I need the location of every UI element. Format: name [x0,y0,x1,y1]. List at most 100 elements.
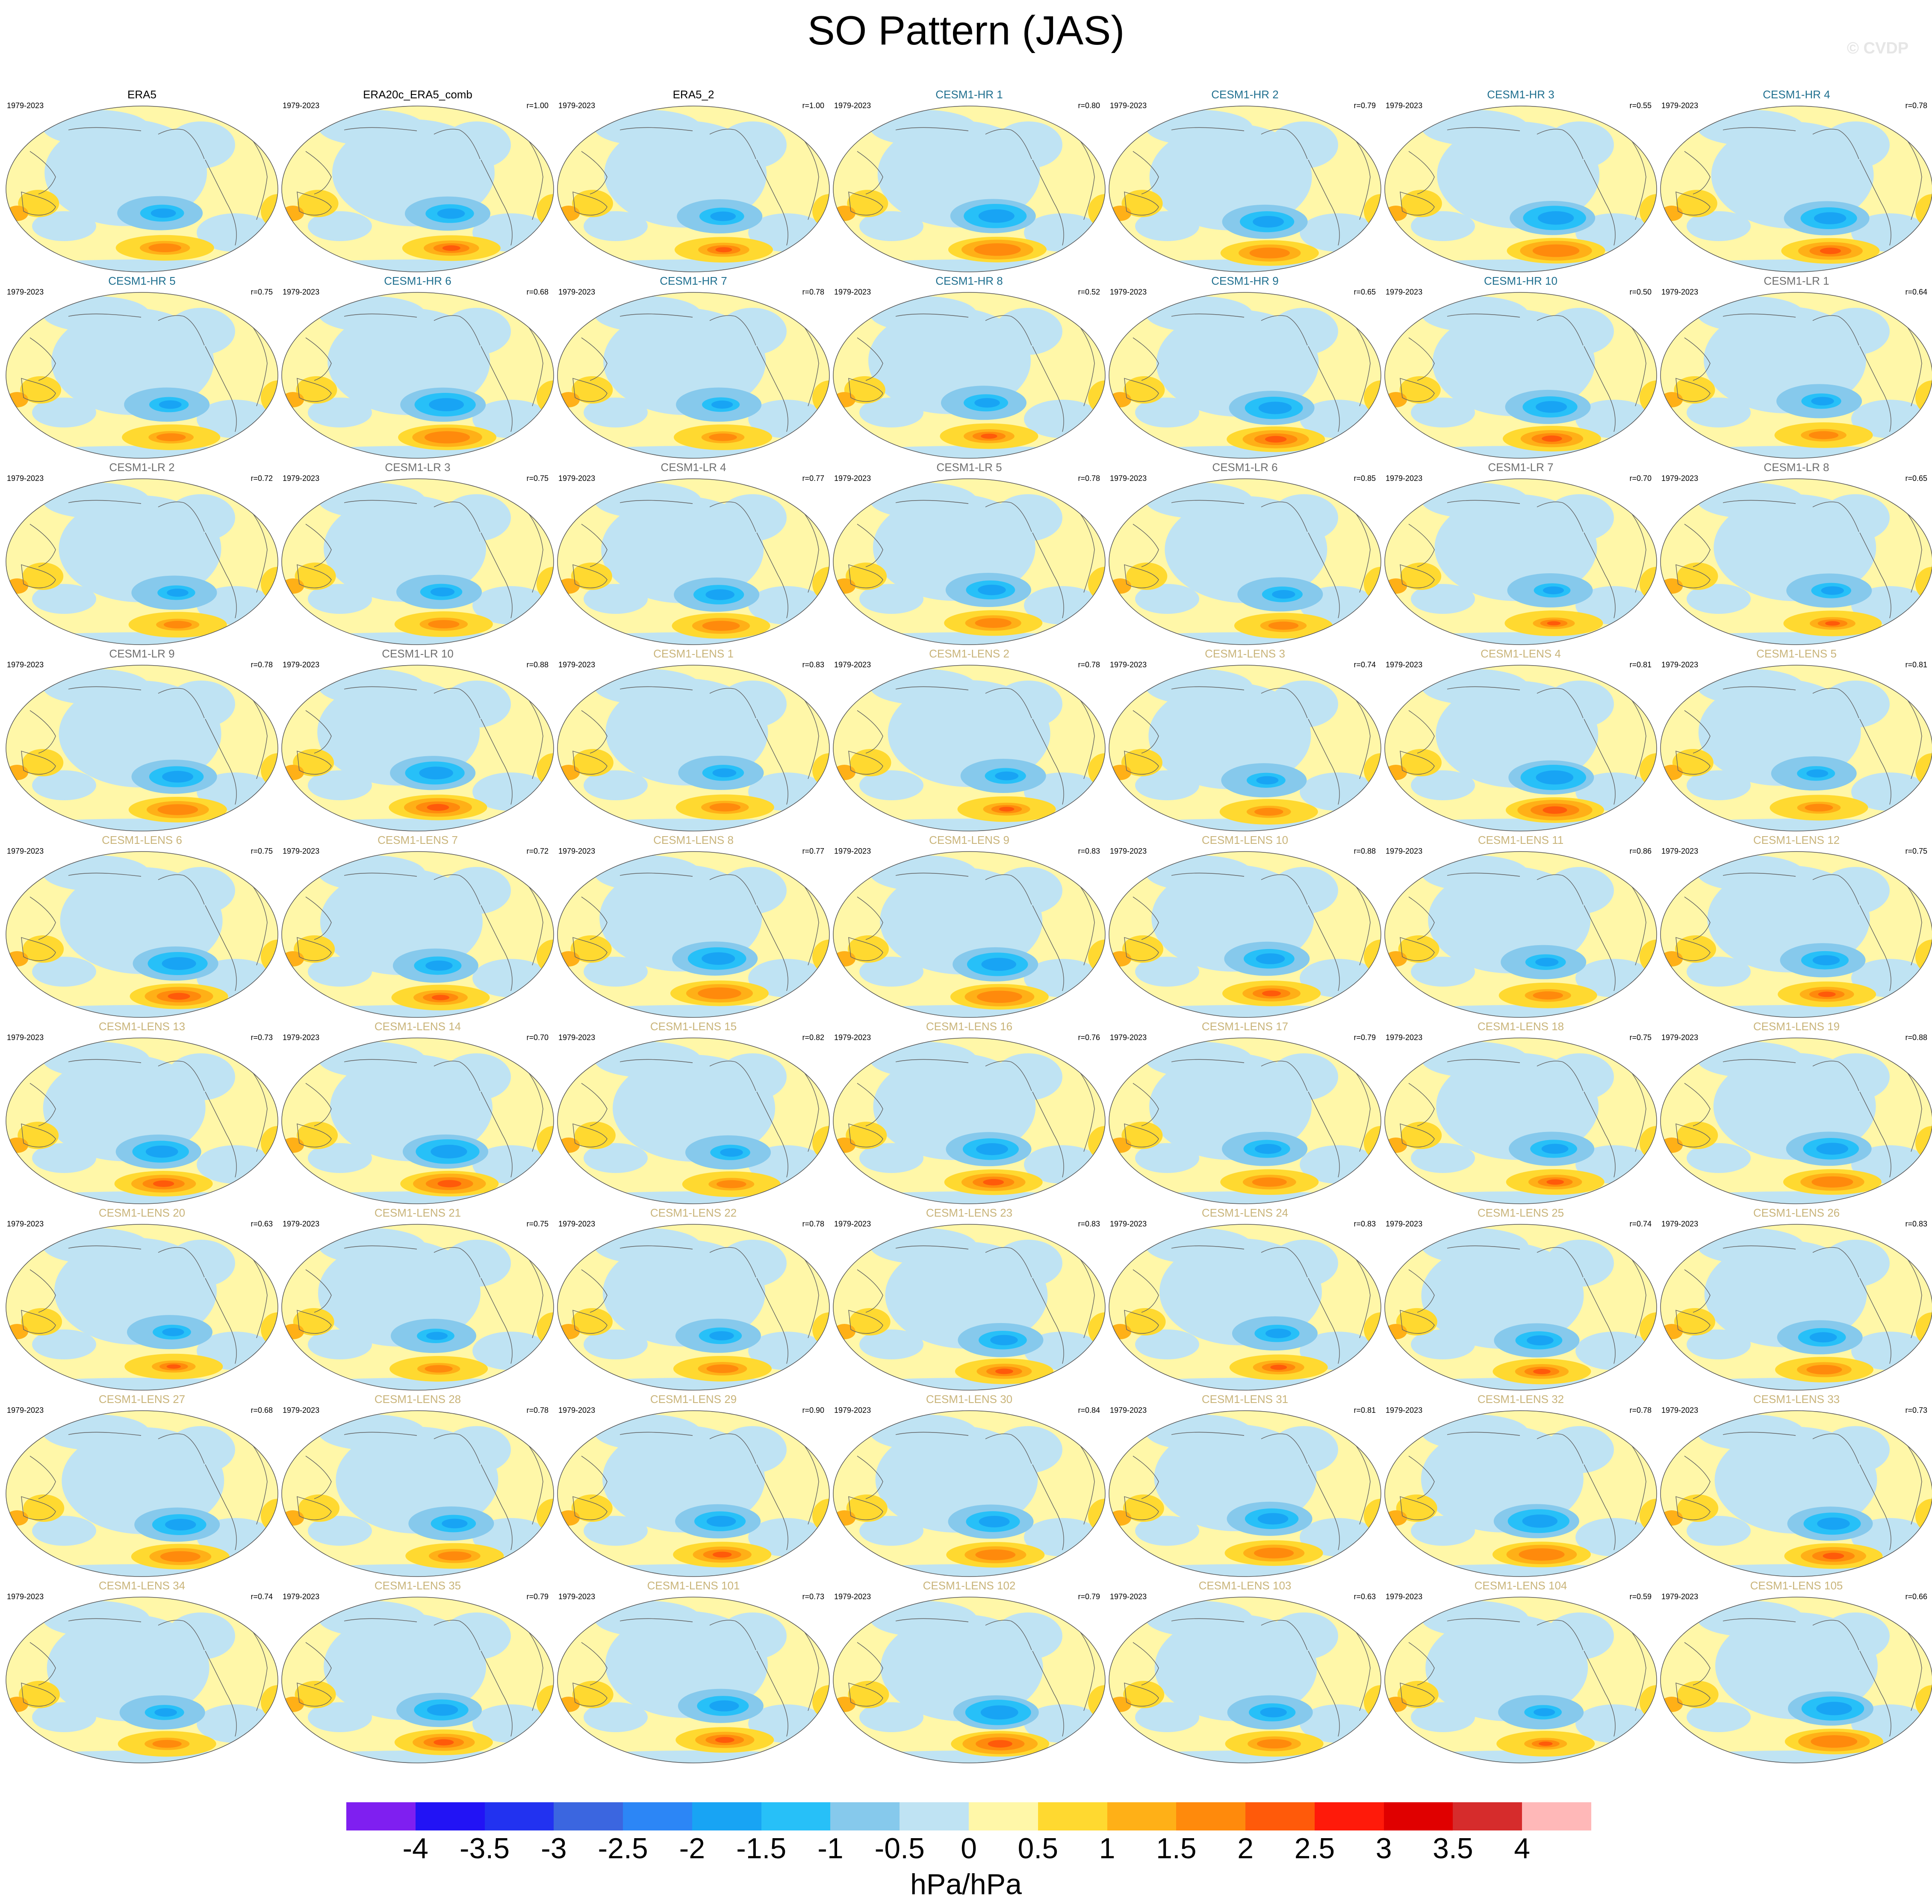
anomaly-map [833,1597,1106,1763]
panel-title: CESM1-LENS 32 [1477,1393,1564,1406]
panel-years: 1979-2023 [7,101,44,110]
panel-title: CESM1-LENS 28 [374,1393,461,1406]
panel-years: 1979-2023 [1661,1592,1699,1601]
anomaly-map [1660,665,1932,831]
panel-years: 1979-2023 [283,474,320,483]
anomaly-map [833,478,1106,645]
anomaly-map [281,292,554,459]
panel-title: CESM1-LR 10 [382,647,454,660]
panel-title: CESM1-LENS 30 [926,1393,1013,1406]
panel-title: CESM1-LENS 2 [929,647,1009,660]
anomaly-map [1384,1037,1657,1204]
anomaly-map [1660,478,1932,645]
map-panel: CESM1-LENS 10 1979-2023 r=0.88 [1107,834,1383,1020]
panel-title: CESM1-LENS 104 [1474,1579,1567,1592]
panel-years: 1979-2023 [1386,1033,1423,1042]
map-panel: CESM1-LR 7 1979-2023 r=0.70 [1383,461,1658,647]
panel-years: 1979-2023 [834,1406,871,1415]
anomaly-map [1384,478,1657,645]
anomaly-map [557,1597,830,1763]
colorbar-tick-label: -1 [817,1832,844,1865]
panel-pattern-correlation: r=0.75 [251,847,273,855]
anomaly-map [281,1597,554,1763]
anomaly-map [557,478,830,645]
panel-pattern-correlation: r=0.81 [1629,660,1652,669]
panel-title: CESM1-LENS 25 [1477,1206,1564,1219]
anomaly-map [1660,292,1932,459]
map-panel: CESM1-HR 6 1979-2023 r=0.68 [280,274,555,461]
map-panel: CESM1-LENS 20 1979-2023 r=0.63 [4,1206,280,1393]
panel-title: CESM1-LENS 103 [1198,1579,1292,1592]
anomaly-map [833,851,1106,1018]
map-panel: CESM1-LENS 30 1979-2023 r=0.84 [832,1393,1107,1579]
panel-years: 1979-2023 [7,847,44,855]
colorbar-tick-label: 1 [1099,1832,1115,1865]
map-panel: CESM1-LENS 27 1979-2023 r=0.68 [4,1393,280,1579]
panel-years: 1979-2023 [1661,660,1699,669]
panel-title: CESM1-LENS 10 [1201,834,1289,846]
panel-title: CESM1-HR 8 [935,274,1003,287]
panel-pattern-correlation: r=0.63 [1354,1592,1376,1601]
map-panel: CESM1-LENS 1 1979-2023 r=0.83 [556,647,831,834]
panel-pattern-correlation: r=0.64 [1905,288,1927,296]
panel-years: 1979-2023 [1661,847,1699,855]
map-panel: CESM1-LENS 4 1979-2023 r=0.81 [1383,647,1658,834]
map-panel: CESM1-LR 1 1979-2023 r=0.64 [1659,274,1932,461]
anomaly-map [833,1410,1106,1577]
colorbar-segment [830,1802,900,1830]
map-panel: CESM1-LENS 18 1979-2023 r=0.75 [1383,1020,1658,1206]
panel-pattern-correlation: r=0.88 [526,660,549,669]
map-panel: ERA20c_ERA5_comb 1979-2023 r=1.00 [280,88,555,274]
map-panel: CESM1-LENS 13 1979-2023 r=0.73 [4,1020,280,1206]
panel-title: CESM1-LENS 19 [1753,1020,1840,1033]
panel-years: 1979-2023 [283,847,320,855]
panel-years: 1979-2023 [1110,101,1147,110]
colorbar-segment [554,1802,623,1830]
anomaly-map [6,1597,278,1763]
anomaly-map [1384,106,1657,272]
panel-years: 1979-2023 [1386,660,1423,669]
colorbar-segment [1314,1802,1384,1830]
anomaly-map [1109,665,1381,831]
map-panel: CESM1-HR 8 1979-2023 r=0.52 [832,274,1107,461]
panel-pattern-correlation: r=0.78 [1078,660,1100,669]
colorbar-segment [484,1802,554,1830]
map-panel: CESM1-LENS 104 1979-2023 r=0.59 [1383,1579,1658,1765]
map-panel: CESM1-HR 2 1979-2023 r=0.79 [1107,88,1383,274]
panel-years: 1979-2023 [834,1220,871,1228]
panel-years: 1979-2023 [558,660,596,669]
panel-title: CESM1-LR 9 [109,647,175,660]
panel-years: 1979-2023 [834,474,871,483]
colorbar-tick-label: 0.5 [1018,1832,1059,1865]
anomaly-map [557,665,830,831]
anomaly-map [1384,292,1657,459]
panel-title: CESM1-LR 2 [109,461,175,474]
panel-years: 1979-2023 [7,288,44,296]
anomaly-map [1109,1410,1381,1577]
panel-pattern-correlation: r=1.00 [802,101,824,110]
panel-years: 1979-2023 [7,1033,44,1042]
panel-years: 1979-2023 [7,1406,44,1415]
map-panel: CESM1-HR 7 1979-2023 r=0.78 [556,274,831,461]
panel-pattern-correlation: r=0.86 [1629,847,1652,855]
panel-title: CESM1-LENS 9 [929,834,1009,846]
map-panel: CESM1-LENS 7 1979-2023 r=0.72 [280,834,555,1020]
panel-pattern-correlation: r=0.72 [526,847,549,855]
panel-years: 1979-2023 [834,1033,871,1042]
anomaly-map [557,851,830,1018]
map-panel: CESM1-LENS 29 1979-2023 r=0.90 [556,1393,831,1579]
colorbar [346,1802,1592,1830]
panel-title: CESM1-LENS 3 [1205,647,1285,660]
panel-years: 1979-2023 [1661,474,1699,483]
panel-title: CESM1-LENS 15 [650,1020,737,1033]
panel-pattern-correlation: r=0.80 [1078,101,1100,110]
colorbar-tick-label: -2 [679,1832,705,1865]
panel-pattern-correlation: r=0.74 [251,1592,273,1601]
colorbar-tick-label: 4 [1514,1832,1531,1865]
anomaly-map [281,1224,554,1391]
map-panel: CESM1-LENS 102 1979-2023 r=0.79 [832,1579,1107,1765]
anomaly-map [833,1037,1106,1204]
panel-title: CESM1-HR 9 [1211,274,1279,287]
panel-pattern-correlation: r=0.76 [1078,1033,1100,1042]
map-panel: CESM1-LENS 22 1979-2023 r=0.78 [556,1206,831,1393]
